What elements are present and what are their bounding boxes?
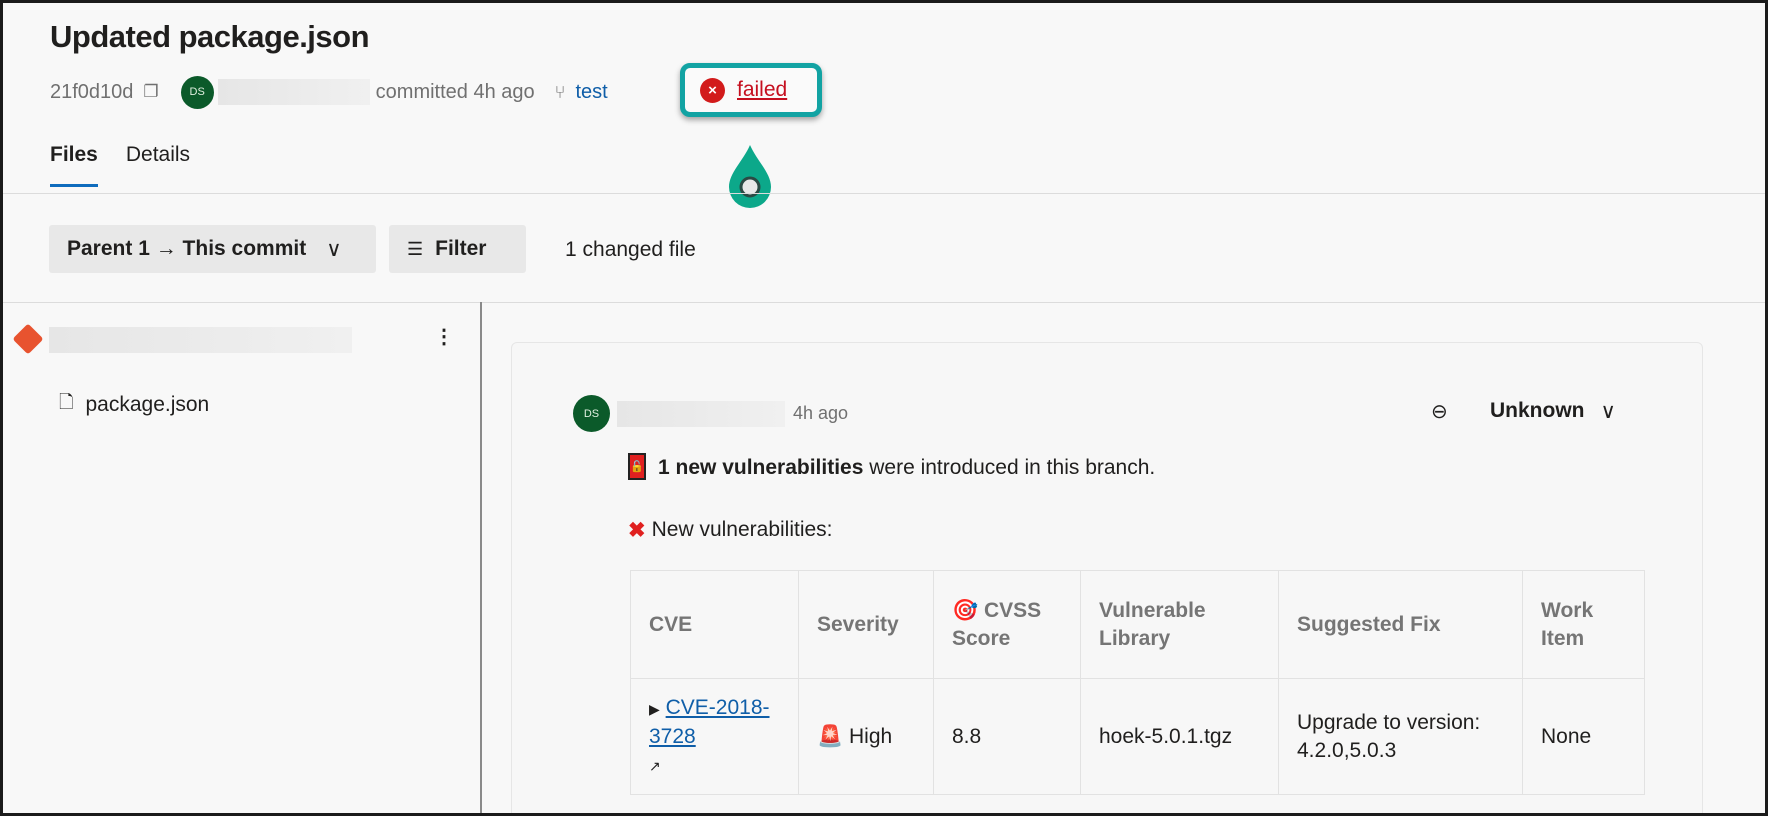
divider bbox=[3, 193, 1765, 194]
file-name: package.json bbox=[85, 393, 210, 416]
divider bbox=[3, 302, 1765, 303]
library-cell: hoek-5.0.1.tgz bbox=[1080, 678, 1279, 795]
commit-meta: 21f0d10d ❐ DS committed 4h ago ⑂ test bbox=[50, 75, 608, 109]
author-name-redacted bbox=[617, 401, 785, 427]
more-options-icon[interactable]: ⋮ bbox=[434, 326, 454, 348]
repo-name-redacted[interactable] bbox=[49, 327, 352, 353]
unlocked-file-icon: 🔓 bbox=[628, 453, 646, 480]
vulnerability-summary: 🔓 1 new vulnerabilities were introduced … bbox=[628, 453, 1155, 480]
vulnerabilities-heading: ✖ New vulnerabilities: bbox=[628, 518, 833, 543]
score-cell: 8.8 bbox=[933, 678, 1081, 795]
build-status-badge[interactable]: × failed bbox=[680, 63, 822, 117]
cve-cell: ▶ CVE-2018-3728 ↗ bbox=[630, 678, 799, 795]
heading-text: New vulnerabilities: bbox=[651, 518, 833, 541]
commit-page: Updated package.json 21f0d10d ❐ DS commi… bbox=[3, 3, 1765, 813]
header-severity: Severity bbox=[798, 570, 934, 679]
table-row: ▶ CVE-2018-3728 ↗ 🚨 High 8.8 hoek-5.0.1.t… bbox=[630, 678, 1645, 795]
header-work-item: Work Item bbox=[1522, 570, 1645, 679]
author-name-redacted bbox=[217, 79, 370, 105]
status-dropdown-label: Unknown bbox=[1490, 399, 1585, 422]
compare-label: Parent 1 → This commit bbox=[67, 237, 307, 260]
tab-files[interactable]: Files bbox=[50, 143, 98, 187]
tab-details[interactable]: Details bbox=[125, 143, 191, 166]
summary-text: were introduced in this branch. bbox=[863, 456, 1156, 479]
external-link-icon[interactable]: ↗ bbox=[649, 757, 661, 774]
status-link[interactable]: failed bbox=[737, 78, 788, 101]
tab-bar: Files Details bbox=[50, 143, 190, 187]
fix-cell: Upgrade to version: 4.2.0,5.0.3 bbox=[1278, 678, 1523, 795]
severity-cell: 🚨 High bbox=[798, 678, 934, 795]
annotation-pin-icon bbox=[729, 145, 771, 208]
file-icon: 🗋 bbox=[59, 392, 74, 412]
file-item[interactable]: 🗋 package.json bbox=[59, 390, 209, 420]
page-title: Updated package.json bbox=[50, 19, 370, 54]
comment-card: DS 4h ago ⊖ Unknown ∨ 🔓 1 new vulnerabil… bbox=[511, 342, 1703, 813]
filter-label: Filter bbox=[435, 237, 487, 260]
commit-hash: 21f0d10d bbox=[50, 80, 134, 103]
siren-icon: 🚨 bbox=[817, 724, 844, 748]
avatar: DS bbox=[573, 395, 610, 432]
red-x-icon: ✖ bbox=[628, 519, 646, 542]
filter-icon: ☰ bbox=[407, 238, 424, 259]
vulnerabilities-table: CVE Severity 🎯 CVSS Score Vulnerable Lib… bbox=[630, 570, 1645, 795]
link-icon[interactable]: ⊖ bbox=[1431, 401, 1448, 423]
file-tree-pane: ⋮ 🗋 package.json bbox=[3, 302, 482, 813]
expand-triangle-icon[interactable]: ▶ bbox=[649, 700, 660, 717]
header-cve: CVE bbox=[630, 570, 799, 679]
copy-icon[interactable]: ❐ bbox=[143, 82, 159, 101]
chevron-down-icon: ∨ bbox=[1600, 400, 1616, 423]
header-cvss: 🎯 CVSS Score bbox=[933, 570, 1081, 679]
git-repo-icon bbox=[12, 323, 44, 355]
avatar: DS bbox=[180, 75, 214, 109]
changed-file-count: 1 changed file bbox=[565, 238, 696, 261]
filter-button[interactable]: ☰ Filter bbox=[389, 225, 526, 273]
work-item-cell: None bbox=[1522, 678, 1645, 795]
committed-text: committed 4h ago bbox=[375, 80, 535, 103]
status-dropdown[interactable]: Unknown ∨ bbox=[1490, 399, 1616, 424]
branch-icon: ⑂ bbox=[554, 81, 566, 102]
branch-link[interactable]: test bbox=[575, 80, 608, 103]
table-header-row: CVE Severity 🎯 CVSS Score Vulnerable Lib… bbox=[630, 570, 1645, 679]
summary-count: 1 new vulnerabilities bbox=[658, 456, 864, 479]
failed-icon: × bbox=[700, 77, 725, 103]
chevron-down-icon: ∨ bbox=[326, 237, 342, 261]
header-library: Vulnerable Library bbox=[1080, 570, 1279, 679]
target-icon: 🎯 bbox=[952, 598, 979, 622]
compare-dropdown[interactable]: Parent 1 → This commit ∨ bbox=[49, 225, 376, 273]
header-fix: Suggested Fix bbox=[1278, 570, 1523, 679]
cve-link[interactable]: CVE-2018-3728 bbox=[649, 695, 770, 748]
comment-time: 4h ago bbox=[793, 403, 849, 423]
